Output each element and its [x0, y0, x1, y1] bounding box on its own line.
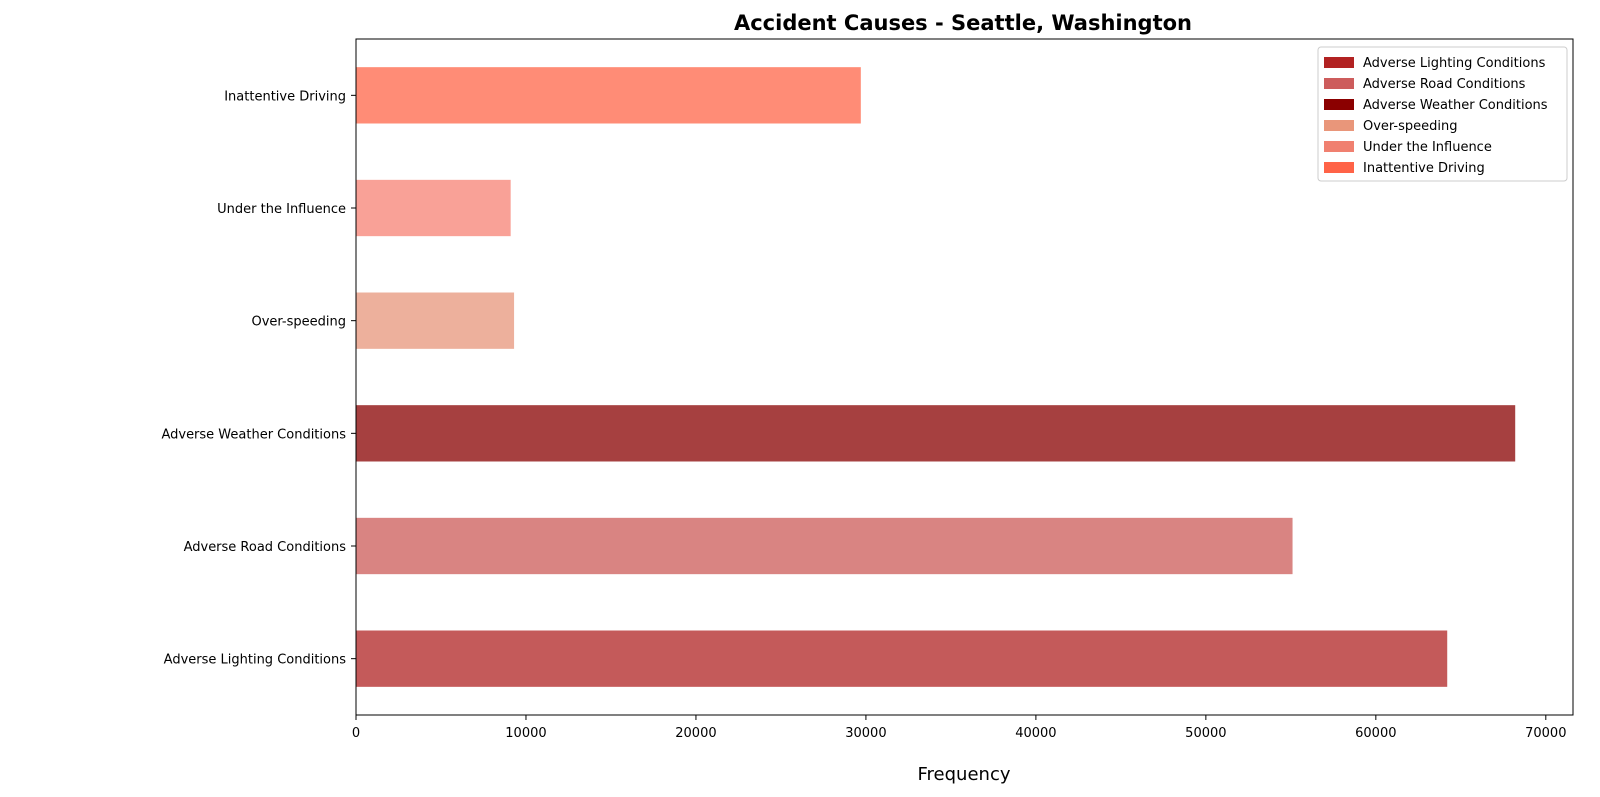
y-tick-label: Adverse Lighting Conditions — [164, 653, 347, 668]
x-tick-label: 70000 — [1525, 726, 1566, 741]
y-tick-label: Inattentive Driving — [224, 89, 346, 104]
legend-label: Under the Influence — [1363, 140, 1492, 155]
bar-inattentive-driving — [356, 67, 861, 124]
legend: Adverse Lighting Conditions Adverse Road … — [1317, 46, 1568, 182]
legend-box — [1317, 46, 1568, 182]
legend-label: Inattentive Driving — [1363, 161, 1485, 176]
bars-layer — [356, 67, 1516, 687]
bar-adverse-weather-conditions — [356, 405, 1516, 462]
y-tick-label: Adverse Road Conditions — [184, 540, 347, 555]
x-tick-label: 60000 — [1355, 726, 1396, 741]
x-tick-label: 20000 — [675, 726, 716, 741]
bar-adverse-road-conditions — [356, 517, 1293, 575]
x-tick-label: 30000 — [845, 726, 886, 741]
legend-label: Over-speeding — [1363, 119, 1458, 134]
x-tick-label: 40000 — [1015, 726, 1056, 741]
y-tick-label: Adverse Weather Conditions — [161, 427, 346, 442]
legend-label: Adverse Lighting Conditions — [1363, 56, 1546, 71]
y-tick-label: Under the Influence — [217, 202, 346, 217]
legend-swatch — [1324, 99, 1354, 110]
x-tick-label: 10000 — [505, 726, 546, 741]
x-axis: 0 10000 20000 30000 40000 50000 60000 70000 — [352, 715, 1566, 741]
legend-swatch — [1324, 162, 1354, 173]
x-tick-label: 50000 — [1185, 726, 1226, 741]
y-tick-label: Over-speeding — [251, 315, 346, 330]
y-axis: Adverse Lighting Conditions Adverse Road … — [161, 89, 356, 668]
legend-swatch — [1324, 78, 1354, 89]
plot-frame — [355, 38, 1574, 716]
bar-over-speeding — [356, 292, 515, 349]
legend-swatch — [1324, 57, 1354, 68]
x-axis-label: Frequency — [918, 764, 1011, 785]
bar-adverse-lighting-conditions — [356, 630, 1448, 687]
legend-swatch — [1324, 141, 1354, 152]
legend-label: Adverse Road Conditions — [1363, 77, 1526, 92]
bar-under-the-influence — [356, 179, 511, 237]
legend-swatch — [1324, 120, 1354, 131]
legend-label: Adverse Weather Conditions — [1363, 98, 1548, 113]
x-tick-label: 0 — [352, 726, 360, 741]
chart-title: Accident Causes - Seattle, Washington — [734, 11, 1192, 35]
